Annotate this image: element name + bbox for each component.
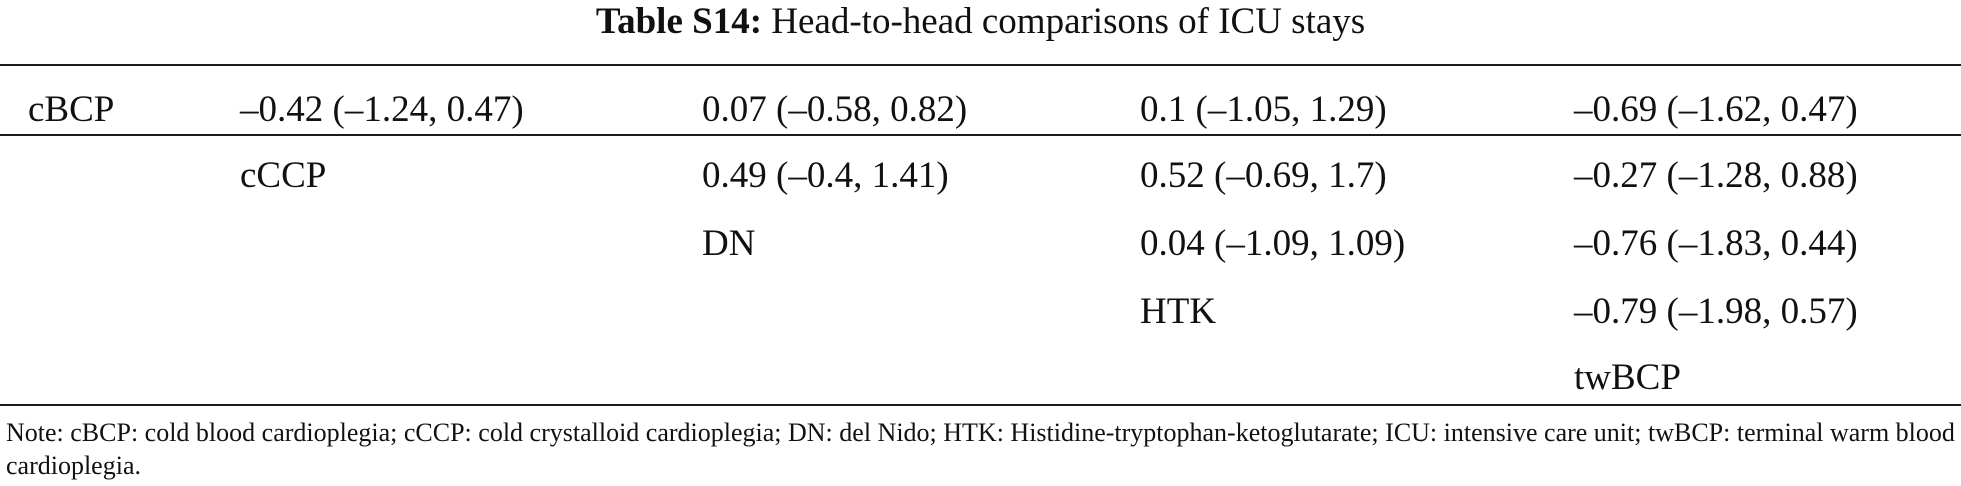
table-row: cCCP 0.49 (–0.4, 1.41) 0.52 (–0.69, 1.7)…	[0, 150, 1961, 202]
bottom-rule	[0, 404, 1961, 406]
table-caption: Table S14: Head-to-head comparisons of I…	[0, 0, 1961, 44]
header-rule	[0, 134, 1961, 136]
table-cell: 0.1 (–1.05, 1.29)	[1140, 89, 1387, 130]
table-cell: 0.04 (–1.09, 1.09)	[1140, 223, 1406, 264]
table-cell: cCCP	[240, 155, 327, 196]
table-cell: cBCP	[28, 89, 115, 130]
table-cell: DN	[702, 223, 756, 264]
table-cell: HTK	[1140, 291, 1217, 332]
table-cell: twBCP	[1574, 357, 1681, 398]
table-cell: 0.52 (–0.69, 1.7)	[1140, 155, 1387, 196]
top-rule	[0, 64, 1961, 66]
table-cell: 0.49 (–0.4, 1.41)	[702, 155, 949, 196]
caption-text: Head-to-head comparisons of ICU stays	[771, 1, 1366, 42]
table-row: twBCP	[0, 352, 1961, 404]
caption-label: Table S14:	[595, 1, 763, 42]
table-cell: –0.69 (–1.62, 0.47)	[1574, 89, 1858, 130]
table-row: HTK –0.79 (–1.98, 0.57)	[0, 286, 1961, 338]
table-row: DN 0.04 (–1.09, 1.09) –0.76 (–1.83, 0.44…	[0, 218, 1961, 270]
table-cell: –0.42 (–1.24, 0.47)	[240, 89, 524, 130]
table-cell: –0.79 (–1.98, 0.57)	[1574, 291, 1858, 332]
table-note: Note: cBCP: cold blood cardioplegia; cCC…	[6, 418, 1955, 480]
table-cell: –0.76 (–1.83, 0.44)	[1574, 223, 1858, 264]
table-cell: –0.27 (–1.28, 0.88)	[1574, 155, 1858, 196]
table-row: cBCP –0.42 (–1.24, 0.47) 0.07 (–0.58, 0.…	[0, 84, 1961, 136]
table-cell: 0.07 (–0.58, 0.82)	[702, 89, 968, 130]
